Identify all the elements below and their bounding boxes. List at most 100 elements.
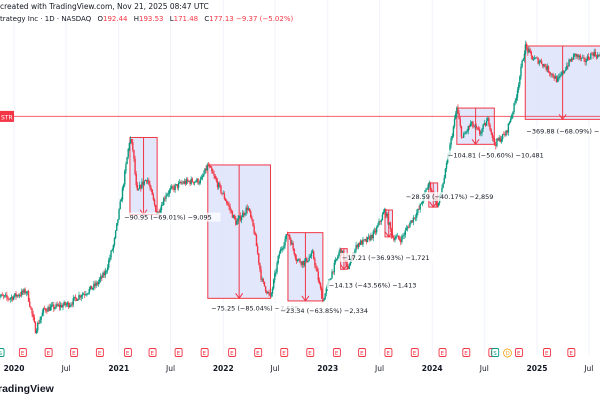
candle-body — [232, 215, 235, 218]
candle-body — [427, 184, 429, 189]
earnings-marker[interactable] — [95, 348, 104, 357]
candle-body — [402, 235, 404, 237]
candle-body — [531, 55, 534, 60]
candle-body — [172, 186, 174, 188]
candle-body — [48, 307, 50, 311]
drawdown-label: −23.34 (−63.85%) −2,334 — [281, 307, 369, 315]
candle-body — [124, 171, 126, 185]
candle-body — [331, 271, 333, 279]
candle-body — [182, 182, 184, 184]
candle-body — [579, 55, 582, 59]
candle-body — [337, 256, 339, 259]
candle-body — [316, 267, 318, 272]
candle-body — [134, 158, 136, 174]
candle-body — [229, 206, 231, 210]
earnings-marker[interactable] — [462, 348, 471, 357]
candle-body — [363, 239, 365, 241]
candle-body — [135, 173, 137, 185]
candle-body — [38, 322, 40, 324]
drawdown-arrow-head — [235, 293, 244, 300]
candle-body — [201, 176, 204, 178]
earnings-marker[interactable] — [70, 348, 79, 357]
candle-body — [587, 56, 590, 60]
candle-body — [584, 58, 586, 63]
candle-body — [133, 149, 135, 159]
candle-body — [163, 198, 165, 206]
candle-body — [309, 256, 311, 258]
candle-body — [371, 234, 373, 239]
candle-body — [25, 292, 28, 294]
candle-body — [108, 260, 110, 268]
drawdown-arrow-head — [471, 139, 480, 146]
candle-body — [118, 208, 120, 220]
candle-body — [396, 235, 399, 237]
earnings-marker[interactable] — [254, 348, 263, 357]
candle-body — [211, 167, 213, 172]
earnings-marker[interactable] — [410, 348, 419, 357]
candle-body — [55, 304, 57, 308]
candle-body — [334, 259, 337, 263]
earnings-marker[interactable] — [18, 348, 27, 357]
candle-body — [130, 139, 133, 143]
candle-body — [239, 215, 242, 221]
candle-body — [280, 249, 283, 250]
earnings-marker[interactable] — [306, 348, 315, 357]
earnings-marker[interactable] — [148, 348, 157, 357]
candle-body — [190, 178, 192, 184]
candle-body — [421, 201, 424, 204]
candle-body — [126, 157, 128, 165]
candle-body — [575, 53, 577, 57]
candle-body — [167, 193, 169, 195]
candle-body — [333, 262, 336, 273]
candle-body — [459, 119, 461, 127]
candle-body — [196, 178, 198, 182]
candle-body — [95, 282, 97, 286]
candle-body — [203, 173, 205, 177]
candle-body — [152, 194, 155, 200]
drawdown-label: −28.59 (−40.17%) −2,859 — [406, 193, 494, 201]
earnings-marker[interactable] — [332, 348, 341, 357]
candle-body — [71, 304, 73, 306]
split-marker-label: S — [493, 351, 497, 357]
candle-body — [582, 57, 584, 59]
dividend-marker[interactable] — [503, 348, 512, 358]
candle-body — [577, 54, 579, 58]
earnings-marker[interactable] — [123, 348, 132, 357]
candle-body — [551, 73, 553, 75]
candle-body — [85, 294, 87, 296]
earnings-marker[interactable] — [174, 348, 183, 357]
candle-body — [59, 304, 62, 308]
candle-body — [185, 179, 188, 184]
candle-body — [548, 72, 551, 74]
earnings-marker[interactable] — [280, 348, 289, 357]
earnings-marker[interactable] — [515, 348, 523, 357]
earnings-marker[interactable] — [200, 348, 209, 357]
candle-body — [166, 194, 168, 196]
earnings-marker[interactable] — [228, 348, 237, 357]
drawdown-label: −17.21 (−36.93%) −1,721 — [342, 254, 430, 262]
candle-body — [246, 207, 249, 211]
candle-body — [414, 217, 417, 219]
candle-body — [74, 296, 77, 299]
price-tag — [0, 110, 14, 122]
earnings-marker[interactable] — [567, 348, 576, 357]
split-marker[interactable] — [0, 348, 5, 357]
candle-body — [292, 242, 294, 249]
candle-body — [77, 299, 79, 301]
candle-body — [416, 212, 418, 218]
candle-body — [506, 130, 508, 133]
split-marker[interactable] — [491, 348, 500, 357]
earnings-marker[interactable] — [438, 348, 447, 357]
candle-body — [463, 133, 465, 138]
earnings-marker[interactable] — [543, 348, 551, 357]
candle-body — [521, 60, 523, 67]
earnings-marker[interactable] — [358, 348, 367, 357]
earnings-marker[interactable] — [384, 348, 393, 357]
candle-body — [544, 64, 546, 67]
candle-body — [419, 203, 421, 210]
candle-body — [243, 212, 245, 216]
earnings-marker[interactable] — [44, 348, 53, 357]
candle-body — [11, 297, 14, 300]
drawdown-label-bg — [524, 126, 600, 136]
